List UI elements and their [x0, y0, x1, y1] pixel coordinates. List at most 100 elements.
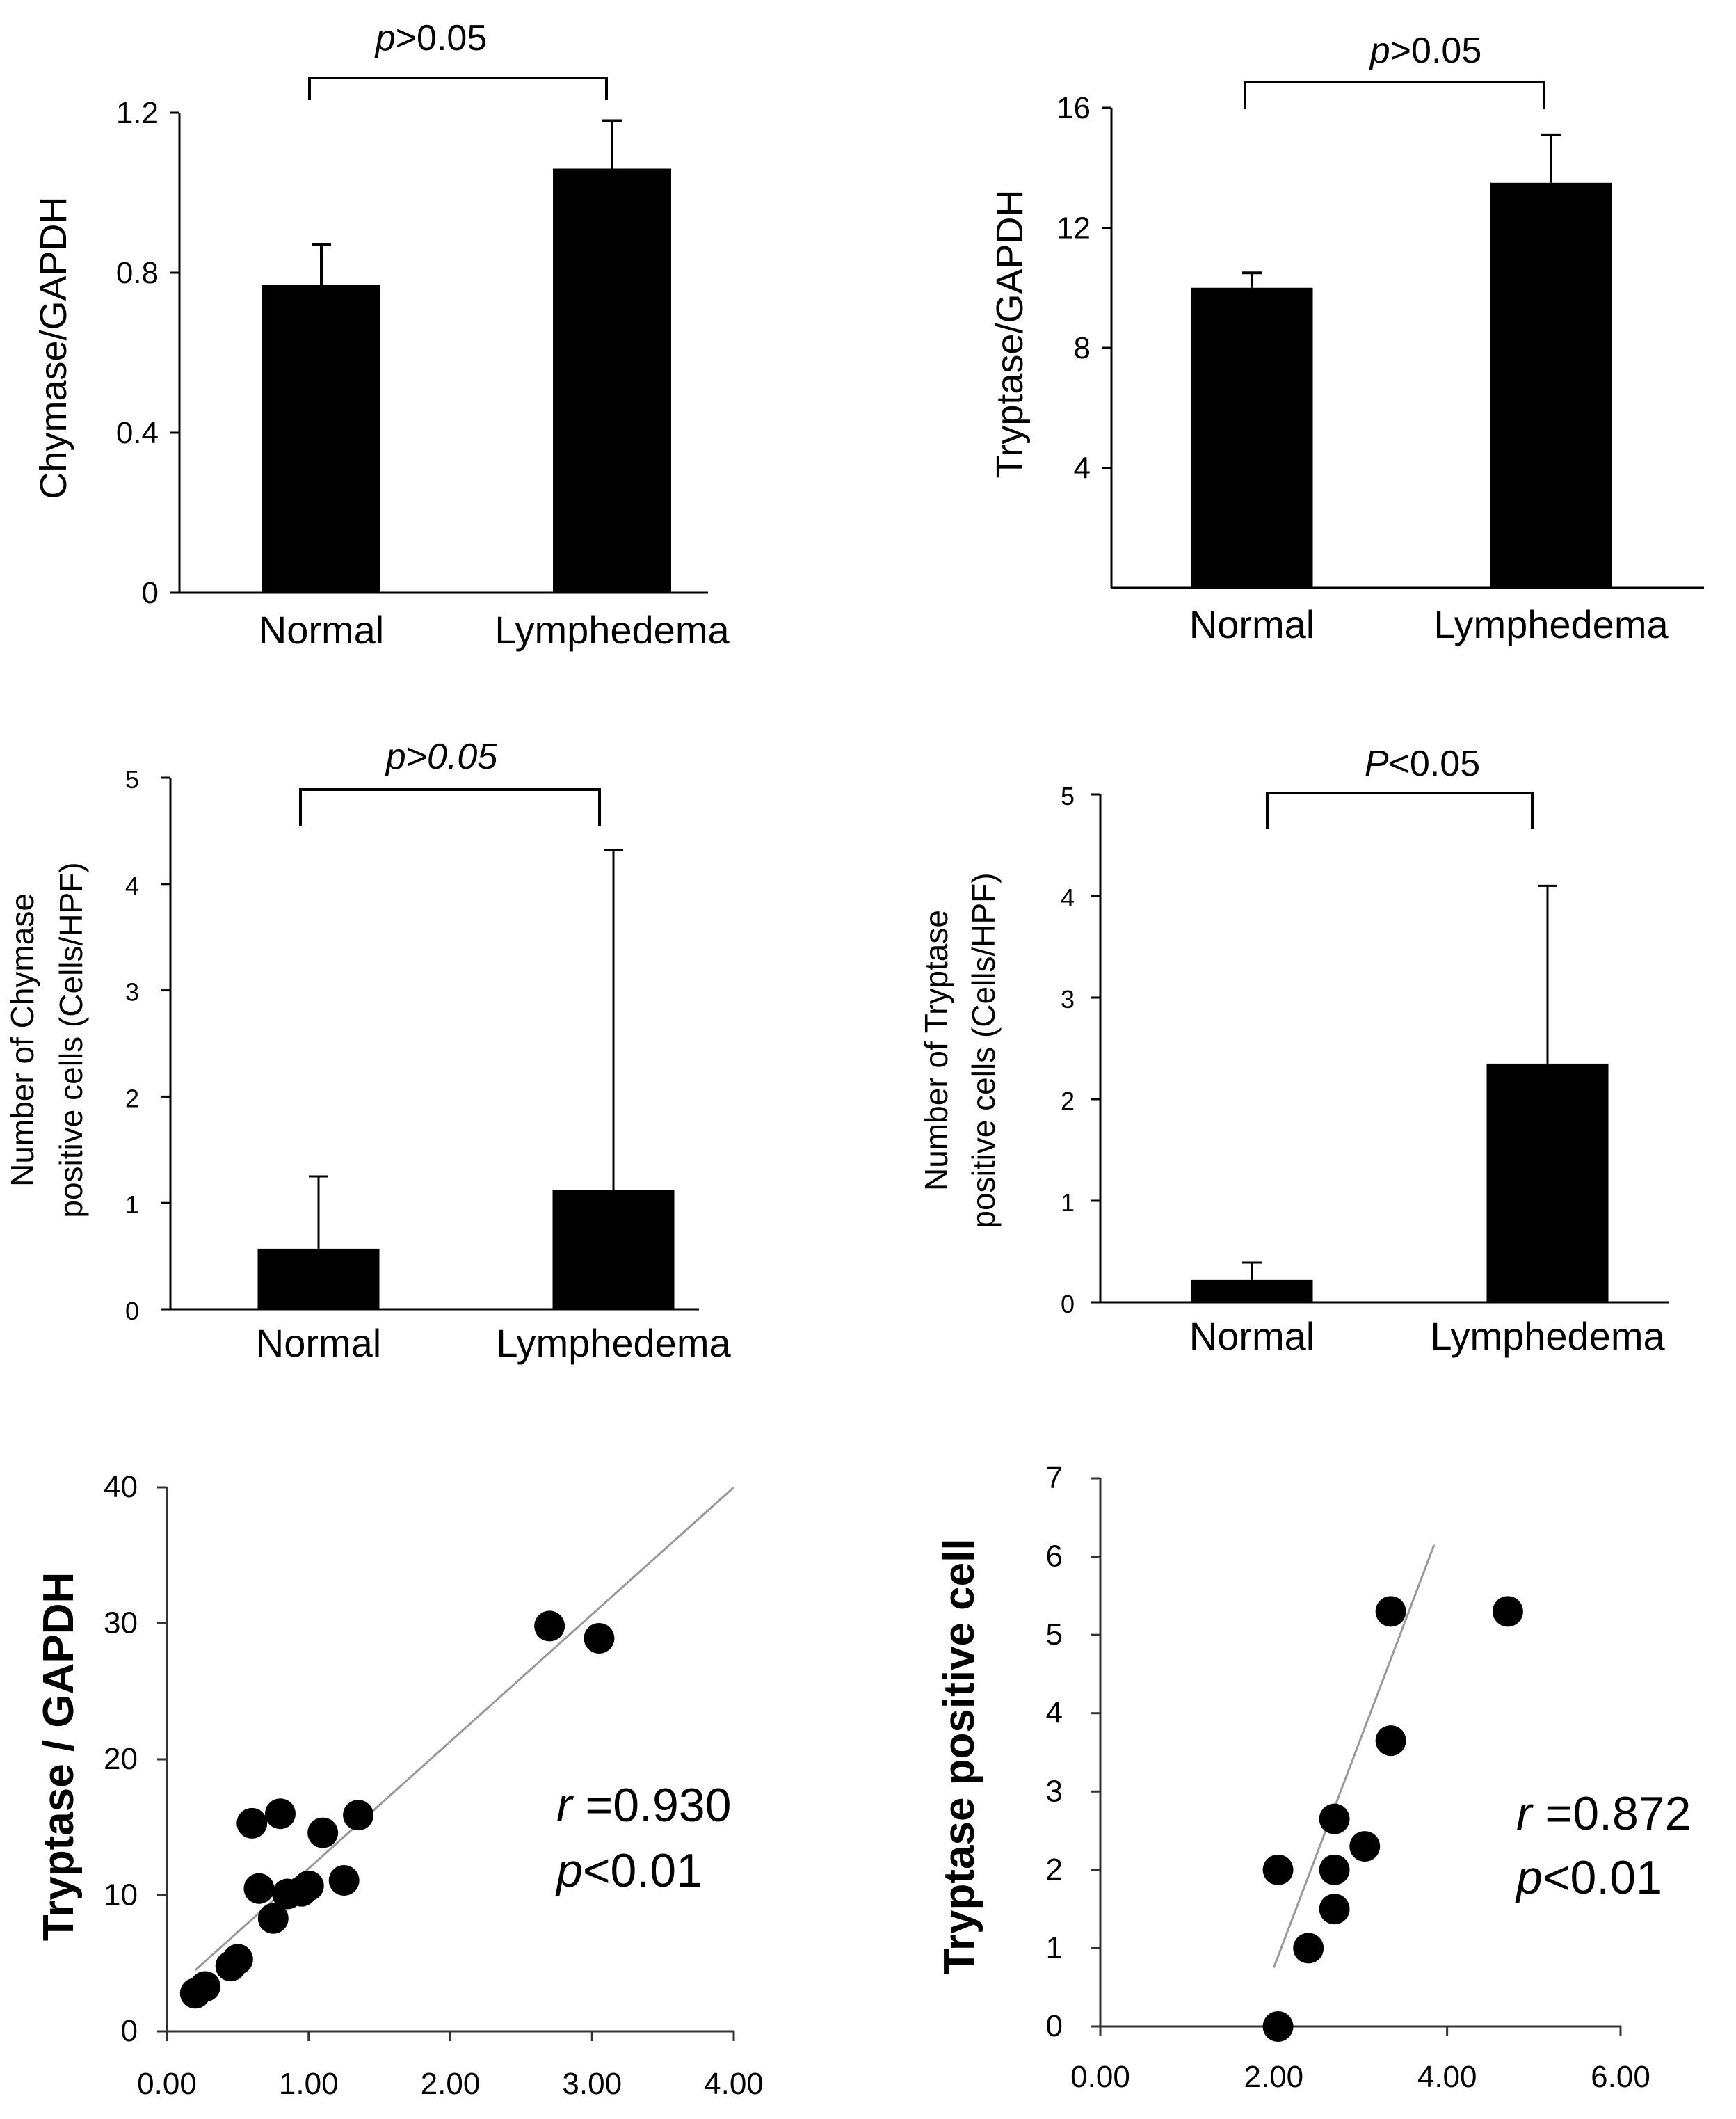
- significance-bracket: [1244, 81, 1545, 109]
- y-tick-label: 10: [104, 1878, 138, 1912]
- p-value-stat: p<0.01: [1515, 1851, 1662, 1904]
- p-symbol: p: [1515, 1851, 1543, 1904]
- y-tick-label: 0: [1046, 2009, 1063, 2043]
- y-tick-label: 4: [125, 872, 139, 900]
- p-symbol: p: [1369, 31, 1390, 71]
- y-tick-label: 5: [125, 765, 139, 794]
- p-symbol: p: [555, 1844, 583, 1897]
- y-tick-label: 30: [104, 1606, 138, 1640]
- chart-chymase-mrna: 0 0.4 0.8 1.2 Normal Lymphedema p>0.05 Chymase/…: [33, 18, 730, 652]
- x-tick-label: 0.00: [1070, 2060, 1130, 2094]
- significance-bracket: [299, 788, 601, 826]
- y-tick-label: 2: [125, 1084, 139, 1112]
- x-tick-label: 2.00: [421, 2067, 481, 2101]
- chart-scatter-positive: 0 1 2 3 4 5 6 7 0.00 2.00 4.00 6.00 Tryptase positiv…: [935, 1461, 1691, 2094]
- x-tick-label: 1.00: [279, 2067, 339, 2101]
- data-point: [265, 1798, 296, 1830]
- r-value: =0.872: [1532, 1787, 1691, 1840]
- y-tick-label: 0.8: [116, 256, 159, 290]
- y-tick-label: 16: [1056, 91, 1091, 125]
- y-tick-label: 40: [104, 1470, 138, 1504]
- y-tick-label: 1: [1061, 1188, 1075, 1217]
- y-tick-label: 4: [1074, 451, 1091, 486]
- y-axis-label-line-1: Number of Chymase: [4, 893, 40, 1187]
- data-point: [307, 1817, 339, 1848]
- r-value: =0.930: [572, 1779, 732, 1832]
- y-tick-label: 3: [1046, 1774, 1063, 1808]
- y-tick-label: 20: [104, 1742, 138, 1776]
- data-point: [257, 1903, 289, 1934]
- p-symbol: P: [1365, 744, 1389, 784]
- y-tick-label: 1: [125, 1190, 139, 1219]
- significance-bracket: [1266, 792, 1534, 829]
- data-point: [1262, 2011, 1294, 2042]
- significance-bracket: [308, 77, 608, 100]
- chart-tryptase-mrna: 4 8 12 16 Normal Lymphedema p>0.05 Tryptase/GAP…: [989, 31, 1704, 646]
- bar-lymphedema: [553, 168, 671, 593]
- significance-annotation: P<0.05: [1365, 744, 1480, 784]
- data-point: [1293, 1933, 1324, 1964]
- x-category-label: Lymphedema: [495, 608, 730, 652]
- data-point: [1349, 1831, 1381, 1862]
- y-axis-label: Tryptase positive cell: [935, 1538, 983, 1974]
- y-tick-label: 2: [1061, 1087, 1075, 1115]
- y-tick-label: 0: [142, 576, 159, 610]
- data-point: [328, 1864, 360, 1896]
- data-point: [534, 1610, 565, 1642]
- bar-normal: [257, 1248, 380, 1309]
- regression-line: [1272, 1544, 1436, 1969]
- bar-lymphedema: [1490, 182, 1612, 588]
- x-tick-label: 4.00: [1417, 2060, 1477, 2094]
- chart-chymase-cells: 0 1 2 3 4 5 Normal Lymphedema p>0.05 Number of Ch…: [4, 737, 731, 1365]
- chart-tryptase-cells: 0 1 2 3 4 5 Normal Lymphedema P<0.05 Number of Tr…: [918, 744, 1669, 1358]
- p-value: <0.01: [1543, 1851, 1662, 1904]
- p-symbol: p: [374, 18, 396, 58]
- x-tick-label: 6.00: [1591, 2060, 1650, 2094]
- p-value-text: >0.05: [396, 18, 488, 58]
- y-axis-label: Chymase/GAPDH: [33, 196, 74, 499]
- bar-normal: [1191, 287, 1313, 588]
- bar-normal: [1191, 1279, 1313, 1302]
- x-tick-label: 0.00: [137, 2067, 197, 2101]
- x-category-label: Lymphedema: [1430, 1314, 1665, 1358]
- y-axis-label: Tryptase/GAPDH: [989, 189, 1031, 478]
- bar-lymphedema: [1486, 1063, 1609, 1302]
- y-tick-label: 0.4: [116, 416, 159, 450]
- p-value-text: <0.05: [1389, 744, 1481, 784]
- data-point: [1319, 1803, 1350, 1834]
- y-tick-label: 2: [1046, 1853, 1063, 1887]
- x-category-label: Normal: [256, 1321, 381, 1365]
- correlation-stat: r =0.872: [1516, 1787, 1691, 1840]
- r-symbol: r: [556, 1779, 574, 1832]
- data-point: [1375, 1596, 1406, 1627]
- data-point: [222, 1944, 253, 1975]
- significance-annotation: p>0.05: [385, 737, 499, 777]
- bar-lymphedema: [552, 1190, 675, 1309]
- r-symbol: r: [1516, 1787, 1534, 1840]
- y-axis-label-line-2: positive cells (Cells/HPF): [53, 862, 89, 1217]
- y-tick-label: 4: [1046, 1696, 1063, 1730]
- data-point: [1375, 1725, 1406, 1757]
- data-point: [1262, 1854, 1294, 1885]
- x-category-label: Normal: [259, 608, 384, 652]
- significance-annotation: p>0.05: [374, 18, 488, 58]
- x-category-label: Lymphedema: [1433, 602, 1669, 646]
- y-tick-label: 8: [1074, 331, 1091, 365]
- y-tick-label: 3: [1061, 985, 1075, 1014]
- y-tick-label: 6: [1046, 1540, 1063, 1574]
- bar-normal: [262, 285, 380, 593]
- y-axis-label-line-2: positive cells (Cells/HPF): [965, 872, 1002, 1228]
- significance-annotation: p>0.05: [1369, 31, 1482, 71]
- x-tick-label: 3.00: [562, 2067, 622, 2101]
- y-tick-label: 1.2: [116, 96, 159, 130]
- correlation-stat: r =0.930: [556, 1779, 731, 1832]
- x-category-label: Normal: [1189, 1314, 1315, 1358]
- data-point: [584, 1623, 615, 1654]
- y-tick-label: 3: [125, 978, 139, 1007]
- p-value-stat: p<0.01: [555, 1844, 702, 1897]
- y-tick-label: 0: [125, 1297, 139, 1325]
- y-tick-label: 7: [1046, 1461, 1063, 1495]
- y-axis-label: Tryptase / GAPDH: [35, 1572, 83, 1942]
- data-point: [243, 1873, 275, 1904]
- y-tick-label: 1: [1046, 1930, 1063, 1965]
